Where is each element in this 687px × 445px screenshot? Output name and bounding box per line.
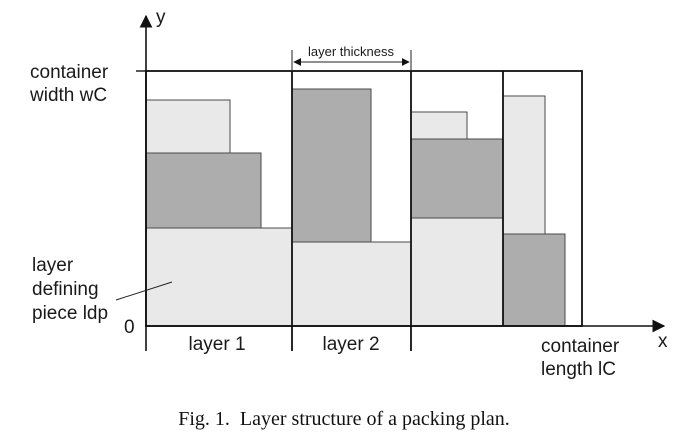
layer-thickness-label: layer thickness <box>308 44 394 59</box>
ldp-label-3: piece ldp <box>32 303 108 324</box>
piece-l4-bottom <box>502 233 566 327</box>
x-axis-label: x <box>658 331 668 352</box>
piece-l1-bottom <box>145 227 293 327</box>
piece-l2-bottom <box>291 241 412 327</box>
figure-caption: Fig. 1. Layer structure of a packing pla… <box>178 408 510 430</box>
piece-l1-top <box>145 99 231 154</box>
piece-l2-top <box>291 88 372 243</box>
layer-2-label: layer 2 <box>322 334 379 355</box>
container-length-label-1: container <box>541 336 620 357</box>
piece-l3-middle <box>410 138 504 219</box>
piece-l3-bottom <box>410 217 504 327</box>
ldp-label-1: layer <box>32 255 74 276</box>
piece-l3-top <box>410 111 468 140</box>
piece-l1-middle <box>145 152 262 229</box>
container-width-label-1: container <box>30 62 109 83</box>
container-length-label-2: length lC <box>541 359 616 380</box>
layer-1-label: layer 1 <box>188 334 245 355</box>
container-width-label-2: width wC <box>29 85 107 106</box>
ldp-pointer <box>115 281 173 301</box>
origin-label: 0 <box>124 317 135 338</box>
y-axis-label: y <box>156 7 166 28</box>
ldp-label-2: defining <box>32 279 99 300</box>
